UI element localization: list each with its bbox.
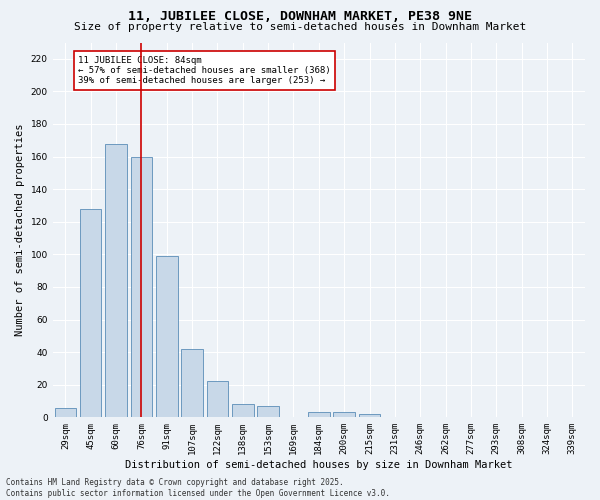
X-axis label: Distribution of semi-detached houses by size in Downham Market: Distribution of semi-detached houses by … [125, 460, 512, 470]
Bar [308, 412, 329, 418]
Y-axis label: Number of semi-detached properties: Number of semi-detached properties [15, 124, 25, 336]
Text: 11 JUBILEE CLOSE: 84sqm
← 57% of semi-detached houses are smaller (368)
39% of s: 11 JUBILEE CLOSE: 84sqm ← 57% of semi-de… [78, 56, 331, 86]
Text: Size of property relative to semi-detached houses in Downham Market: Size of property relative to semi-detach… [74, 22, 526, 32]
Bar [131, 156, 152, 418]
Bar [80, 208, 101, 418]
Bar [55, 408, 76, 418]
Bar [156, 256, 178, 418]
Bar [257, 406, 279, 417]
Bar [181, 349, 203, 418]
Text: Contains HM Land Registry data © Crown copyright and database right 2025.
Contai: Contains HM Land Registry data © Crown c… [6, 478, 390, 498]
Bar [206, 382, 228, 418]
Bar [105, 144, 127, 418]
Bar [359, 414, 380, 418]
Bar [334, 412, 355, 418]
Text: 11, JUBILEE CLOSE, DOWNHAM MARKET, PE38 9NE: 11, JUBILEE CLOSE, DOWNHAM MARKET, PE38 … [128, 10, 472, 23]
Bar [232, 404, 254, 417]
